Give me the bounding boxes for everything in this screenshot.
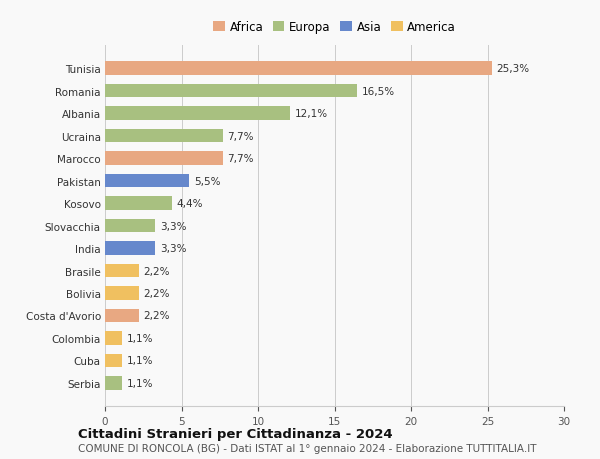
Bar (105, 264, 139, 278)
Bar (105, 152, 223, 166)
Bar (105, 62, 492, 76)
Text: Cittadini Stranieri per Cittadinanza - 2024: Cittadini Stranieri per Cittadinanza - 2… (78, 427, 392, 440)
Bar (105, 309, 139, 323)
Bar (105, 85, 358, 98)
Text: 2,2%: 2,2% (143, 288, 170, 298)
Text: 12,1%: 12,1% (295, 109, 328, 119)
Text: 7,7%: 7,7% (227, 154, 254, 164)
Legend: Africa, Europa, Asia, America: Africa, Europa, Asia, America (211, 19, 458, 36)
Text: 1,1%: 1,1% (127, 378, 153, 388)
Text: 1,1%: 1,1% (127, 356, 153, 366)
Text: 4,4%: 4,4% (177, 199, 203, 208)
Text: 2,2%: 2,2% (143, 311, 170, 321)
Bar (105, 129, 223, 143)
Bar (105, 286, 139, 300)
Bar (105, 107, 290, 121)
Bar (105, 242, 155, 255)
Bar (105, 219, 155, 233)
Bar (105, 331, 122, 345)
Bar (105, 174, 189, 188)
Bar (105, 376, 122, 390)
Text: 25,3%: 25,3% (497, 64, 530, 74)
Text: 7,7%: 7,7% (227, 131, 254, 141)
Text: 3,3%: 3,3% (160, 244, 187, 253)
Text: 3,3%: 3,3% (160, 221, 187, 231)
Text: 1,1%: 1,1% (127, 333, 153, 343)
Text: 16,5%: 16,5% (362, 86, 395, 96)
Text: 2,2%: 2,2% (143, 266, 170, 276)
Bar (105, 197, 172, 210)
Text: 5,5%: 5,5% (194, 176, 220, 186)
Bar (105, 354, 122, 367)
Text: COMUNE DI RONCOLA (BG) - Dati ISTAT al 1° gennaio 2024 - Elaborazione TUTTITALIA: COMUNE DI RONCOLA (BG) - Dati ISTAT al 1… (78, 443, 536, 453)
